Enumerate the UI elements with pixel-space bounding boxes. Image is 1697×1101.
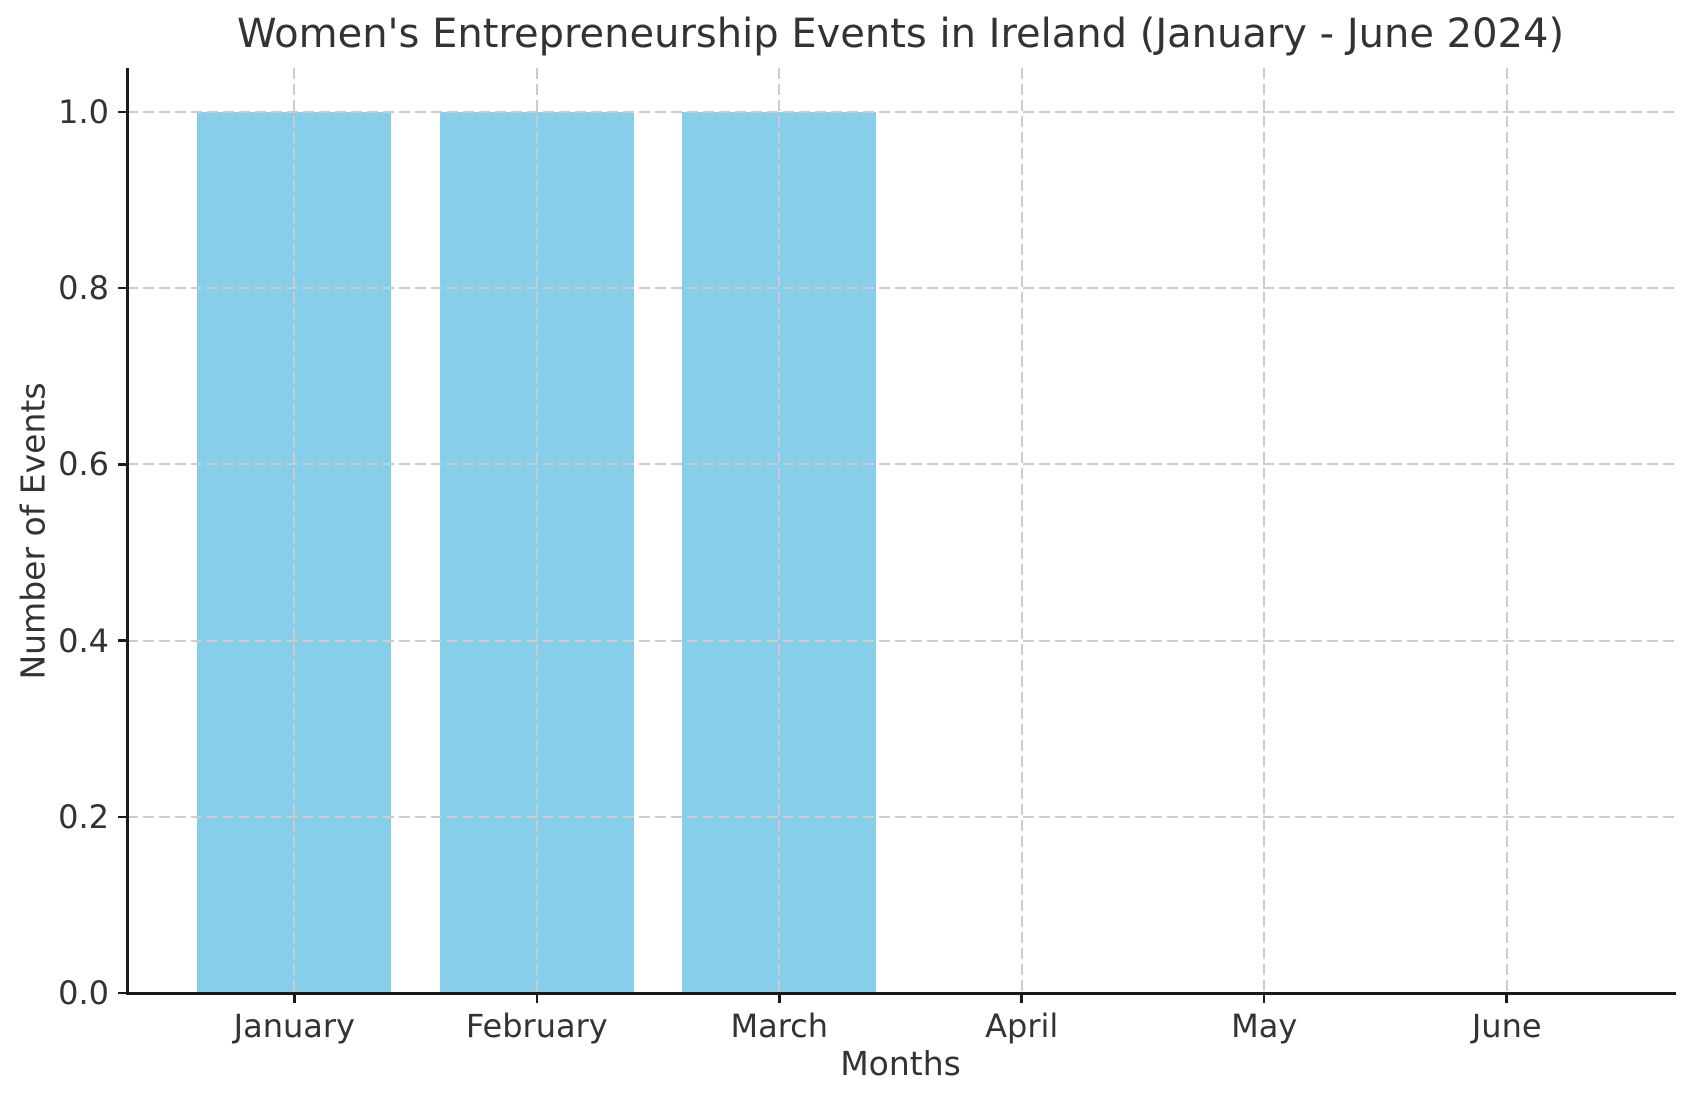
y-tick-0.2 bbox=[117, 815, 126, 819]
y-tick-label-0.4: 0.4 bbox=[58, 621, 109, 660]
y-tick-label-0.2: 0.2 bbox=[58, 797, 109, 836]
x-tick-label-april: April bbox=[985, 1007, 1059, 1045]
x-tick-label-january: January bbox=[233, 1007, 355, 1045]
y-tick-label-0.6: 0.6 bbox=[58, 445, 109, 484]
v-gridline-february bbox=[535, 68, 538, 993]
h-gridline-1.0 bbox=[127, 111, 1674, 114]
x-tick-april bbox=[1020, 994, 1023, 1003]
y-tick-0.4 bbox=[117, 639, 126, 642]
y-tick-label-1.0: 1.0 bbox=[58, 93, 109, 132]
x-tick-june bbox=[1505, 994, 1508, 1003]
h-gridline-0.6 bbox=[127, 463, 1674, 466]
x-tick-label-march: March bbox=[730, 1007, 829, 1045]
x-tick-january bbox=[293, 994, 296, 1003]
x-tick-march bbox=[778, 994, 781, 1003]
x-tick-label-february: February bbox=[465, 1007, 608, 1045]
y-tick-label-0.0: 0.0 bbox=[58, 974, 109, 1012]
v-gridline-april bbox=[1020, 68, 1023, 993]
v-gridline-january bbox=[293, 68, 296, 993]
plot-area: January February March April May June 0.0 0.2 0.… bbox=[58, 68, 1676, 1045]
y-axis bbox=[125, 68, 129, 993]
h-gridline-0.4 bbox=[127, 639, 1674, 642]
y-tick-label-0.8: 0.8 bbox=[58, 269, 109, 308]
chart-title: Women's Entrepreneurship Events in Irela… bbox=[236, 11, 1565, 57]
y-tick-0.8 bbox=[117, 286, 126, 290]
x-axis bbox=[125, 991, 1676, 995]
y-tick-0.6 bbox=[117, 463, 126, 466]
h-gridline-0.2 bbox=[127, 815, 1674, 818]
y-tick-0.0 bbox=[117, 991, 126, 995]
h-gridline-0.8 bbox=[127, 287, 1674, 290]
v-gridline-march bbox=[778, 68, 781, 993]
x-tick-label-june: June bbox=[1471, 1007, 1542, 1045]
v-gridline-may bbox=[1263, 68, 1266, 993]
v-gridline-june bbox=[1505, 68, 1508, 993]
x-tick-label-may: May bbox=[1231, 1007, 1298, 1045]
x-tick-february bbox=[535, 994, 539, 1003]
y-tick-1.0 bbox=[117, 110, 126, 114]
x-tick-may bbox=[1262, 994, 1266, 1003]
x-axis-label: Months bbox=[840, 1044, 961, 1083]
